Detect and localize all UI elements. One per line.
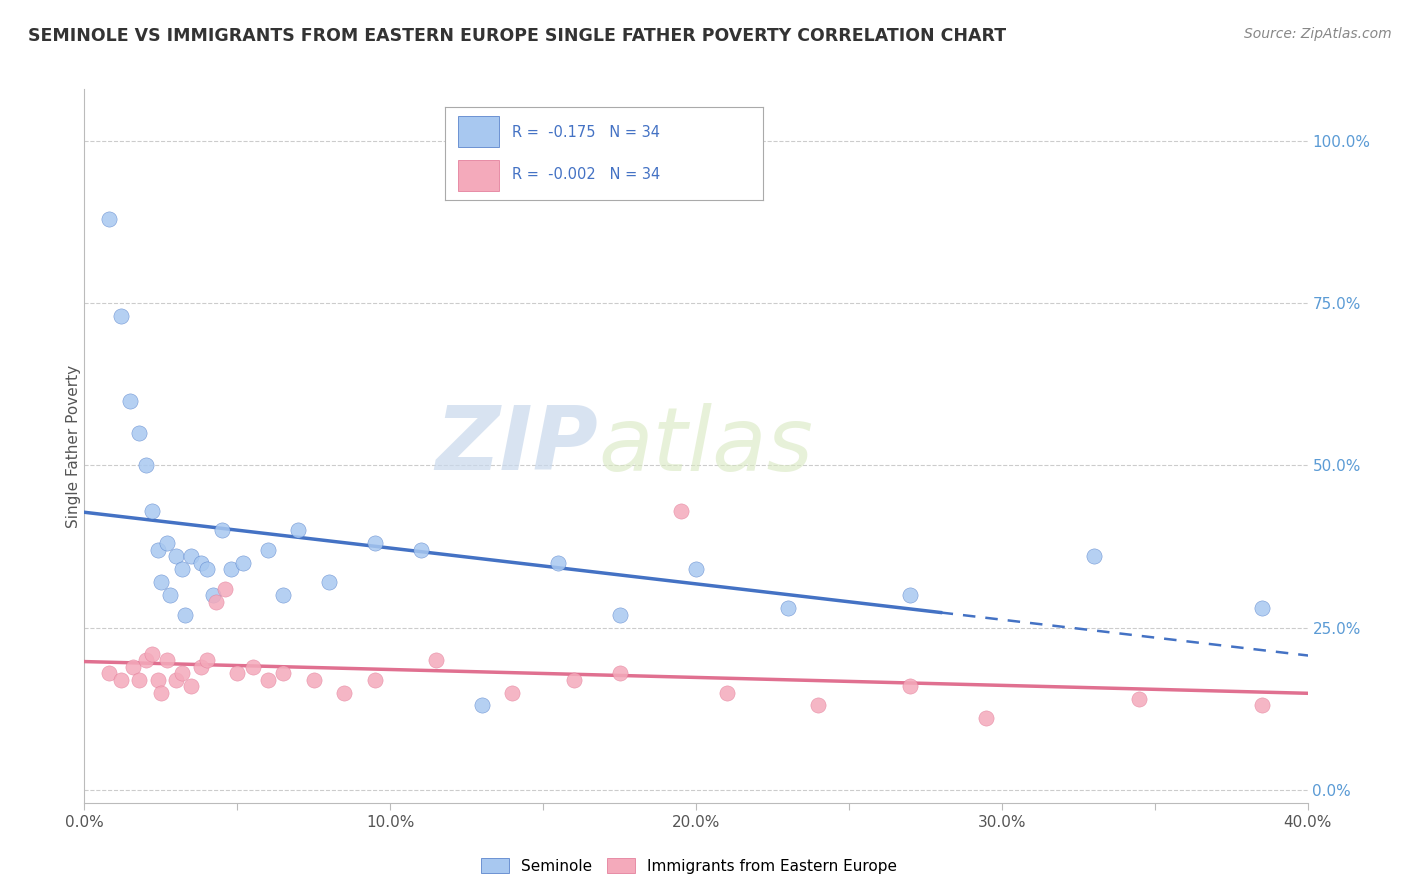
Point: [502, 685, 524, 699]
Y-axis label: Single Father Poverty: Single Father Poverty: [66, 365, 80, 527]
Point: [165, 673, 187, 687]
Point: [807, 698, 830, 713]
Point: [219, 562, 242, 576]
Point: [190, 556, 212, 570]
Point: [242, 659, 264, 673]
Point: [159, 588, 181, 602]
Point: [149, 575, 172, 590]
Legend: Seminole, Immigrants from Eastern Europe: Seminole, Immigrants from Eastern Europe: [475, 852, 903, 880]
Point: [1250, 698, 1272, 713]
Text: Source: ZipAtlas.com: Source: ZipAtlas.com: [1244, 27, 1392, 41]
Point: [149, 685, 172, 699]
Point: [141, 647, 163, 661]
Point: [211, 524, 233, 538]
Point: [195, 653, 218, 667]
Point: [257, 542, 280, 557]
Point: [318, 575, 340, 590]
Point: [120, 393, 142, 408]
Point: [562, 673, 585, 687]
Point: [110, 673, 132, 687]
Point: [195, 562, 218, 576]
Point: [146, 542, 169, 557]
Point: [1250, 601, 1272, 615]
Point: [146, 673, 169, 687]
Point: [135, 653, 157, 667]
Point: [1128, 692, 1150, 706]
Point: [425, 653, 447, 667]
Point: [135, 458, 157, 473]
Point: [609, 666, 631, 681]
Text: atlas: atlas: [598, 403, 813, 489]
Point: [205, 595, 228, 609]
Point: [976, 711, 998, 725]
Point: [128, 673, 150, 687]
Text: SEMINOLE VS IMMIGRANTS FROM EASTERN EUROPE SINGLE FATHER POVERTY CORRELATION CHA: SEMINOLE VS IMMIGRANTS FROM EASTERN EURO…: [28, 27, 1007, 45]
Point: [110, 310, 132, 324]
Point: [190, 659, 212, 673]
Point: [776, 601, 799, 615]
Point: [364, 673, 387, 687]
Point: [271, 588, 294, 602]
Point: [180, 549, 202, 564]
Point: [364, 536, 387, 550]
Point: [409, 542, 432, 557]
Point: [156, 653, 179, 667]
Point: [128, 425, 150, 440]
Point: [333, 685, 356, 699]
Point: [214, 582, 236, 596]
Point: [287, 524, 309, 538]
Point: [302, 673, 325, 687]
Point: [122, 659, 145, 673]
Point: [97, 211, 120, 226]
Point: [232, 556, 254, 570]
Point: [156, 536, 179, 550]
Point: [165, 549, 187, 564]
Point: [172, 666, 194, 681]
Point: [201, 588, 224, 602]
Point: [898, 679, 921, 693]
Point: [257, 673, 280, 687]
Point: [271, 666, 294, 681]
Text: ZIP: ZIP: [436, 402, 598, 490]
Point: [141, 504, 163, 518]
Point: [547, 556, 569, 570]
Point: [716, 685, 738, 699]
Point: [180, 679, 202, 693]
Point: [97, 666, 120, 681]
Point: [226, 666, 249, 681]
Point: [685, 562, 707, 576]
Point: [172, 562, 194, 576]
Point: [471, 698, 494, 713]
Point: [174, 607, 197, 622]
Point: [1083, 549, 1105, 564]
Point: [609, 607, 631, 622]
Point: [669, 504, 692, 518]
Point: [898, 588, 921, 602]
